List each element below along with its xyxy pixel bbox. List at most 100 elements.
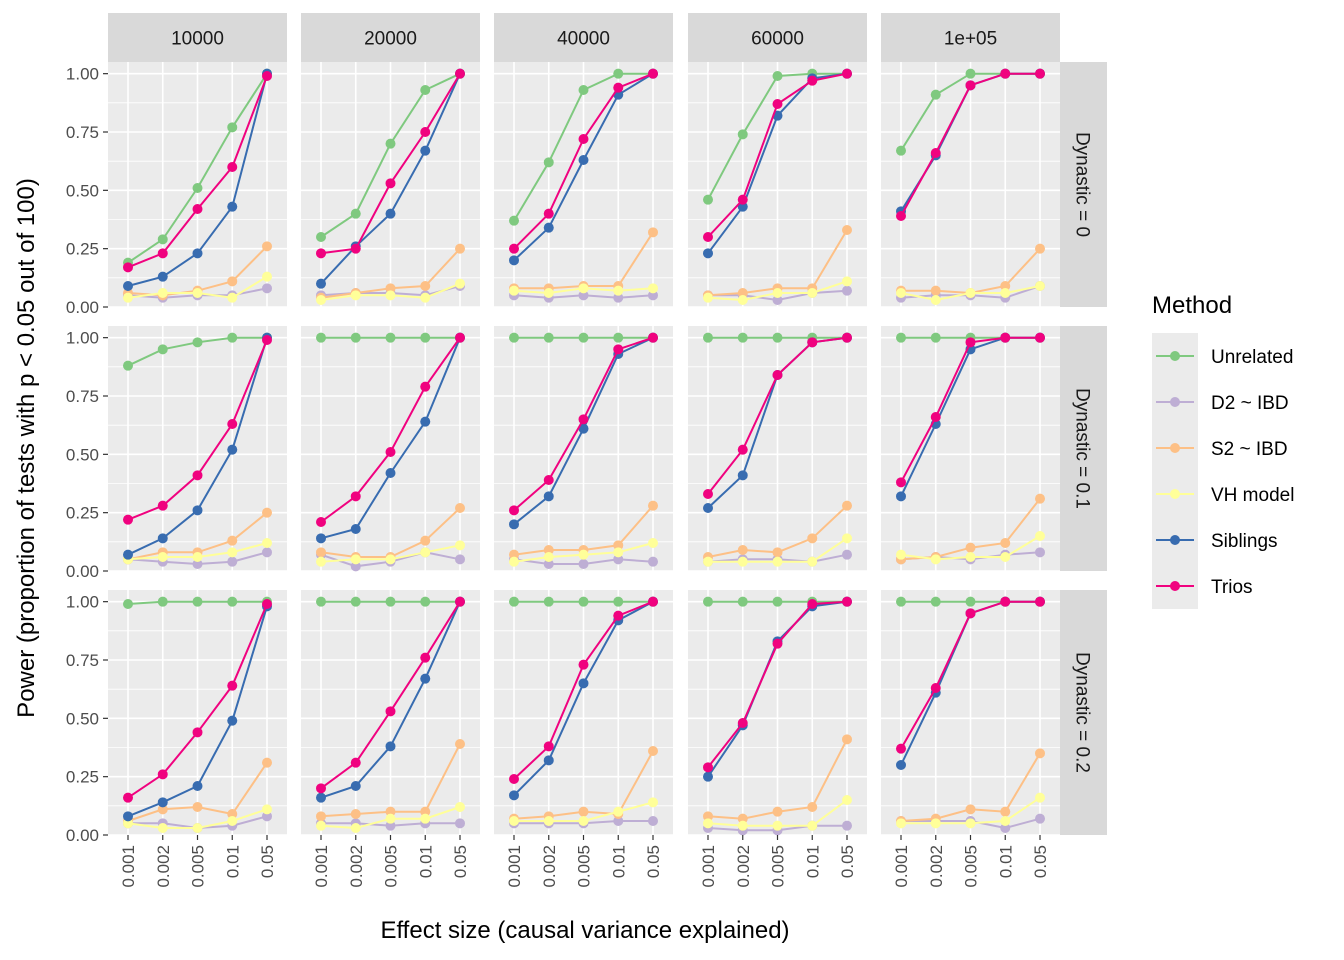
data-point (613, 540, 624, 551)
data-point (316, 332, 326, 343)
data-point (420, 85, 431, 95)
data-point (842, 549, 852, 560)
data-point (930, 554, 941, 565)
x-tick-label: 0.005 (575, 845, 594, 888)
data-point (965, 596, 976, 607)
data-point (703, 194, 713, 205)
data-point (543, 157, 554, 168)
data-point (737, 201, 748, 212)
data-point (896, 477, 906, 488)
legend-key-point (1170, 581, 1180, 591)
data-point (420, 416, 431, 427)
data-point (896, 743, 906, 754)
data-point (123, 292, 133, 303)
data-point (930, 148, 941, 158)
data-point (772, 288, 783, 298)
x-tick-label: 0.05 (451, 845, 470, 878)
data-point (543, 755, 554, 766)
data-point (1035, 493, 1045, 504)
data-point (772, 556, 783, 567)
data-point (262, 241, 272, 252)
legend: Method Unrelated D2 ~ IBD S2 ~ IBD VH model… (1152, 292, 1294, 609)
data-point (316, 556, 326, 567)
data-point (578, 283, 589, 294)
data-point (965, 288, 976, 298)
data-point (613, 596, 624, 607)
data-point (613, 554, 624, 565)
data-point (772, 295, 783, 305)
data-point (930, 596, 941, 607)
data-point (157, 288, 168, 298)
data-point (578, 155, 589, 165)
data-point (157, 234, 168, 245)
data-point (1000, 538, 1011, 548)
y-tick-label: 0.50 (66, 181, 99, 200)
data-point (842, 533, 852, 544)
data-point (192, 248, 203, 259)
data-point (227, 276, 238, 287)
data-point (316, 820, 326, 831)
column-strip-label: 20000 (364, 29, 417, 50)
data-point (455, 243, 465, 254)
data-point (420, 292, 431, 303)
data-point (350, 491, 361, 502)
data-point (455, 554, 465, 565)
data-point (192, 727, 203, 738)
data-point (262, 507, 272, 518)
column-strip-label: 10000 (171, 29, 224, 50)
data-point (227, 816, 238, 826)
data-point (896, 332, 906, 343)
data-point (385, 283, 396, 294)
data-point (648, 500, 658, 511)
row-strip (1060, 590, 1107, 835)
data-point (703, 818, 713, 829)
data-point (1000, 806, 1011, 817)
data-point (509, 774, 519, 784)
column-strip-label: 1e+05 (944, 29, 997, 50)
data-point (737, 556, 748, 567)
row-strip-label: Dynastic = 0 (1072, 132, 1093, 237)
x-tick-label: 0.005 (962, 845, 981, 888)
data-point (807, 556, 818, 567)
data-point (543, 208, 554, 219)
data-point (455, 818, 465, 829)
facet-panel (301, 62, 480, 308)
data-point (807, 75, 818, 86)
data-point (648, 596, 658, 607)
data-point (613, 332, 624, 343)
data-point (350, 596, 361, 607)
data-point (157, 344, 168, 355)
data-point (1035, 813, 1045, 824)
data-point (455, 739, 465, 749)
facet-panel (688, 590, 867, 836)
legend-label: Unrelated (1211, 347, 1293, 368)
data-point (578, 806, 589, 817)
data-point (350, 781, 361, 791)
data-point (455, 68, 465, 79)
data-point (648, 538, 658, 548)
data-point (703, 596, 713, 607)
legend-item: Siblings (1152, 517, 1278, 563)
data-point (703, 248, 713, 259)
data-point (420, 127, 431, 137)
data-point (509, 332, 519, 343)
data-point (227, 809, 238, 819)
data-point (648, 227, 658, 238)
x-tick-label: 0.01 (223, 845, 242, 878)
x-tick-label: 0.002 (154, 845, 173, 888)
data-point (737, 129, 748, 140)
data-point (509, 816, 519, 826)
data-point (420, 332, 431, 343)
x-tick-label: 0.005 (189, 845, 208, 888)
data-point (1035, 748, 1045, 759)
data-point (262, 599, 272, 609)
data-point (772, 370, 783, 380)
data-point (807, 802, 818, 812)
legend-label: Trios (1211, 577, 1253, 598)
data-point (420, 596, 431, 607)
data-point (385, 806, 396, 817)
data-point (420, 652, 431, 663)
y-tick-label: 0.00 (66, 298, 99, 317)
data-point (648, 283, 658, 294)
data-point (123, 811, 133, 822)
